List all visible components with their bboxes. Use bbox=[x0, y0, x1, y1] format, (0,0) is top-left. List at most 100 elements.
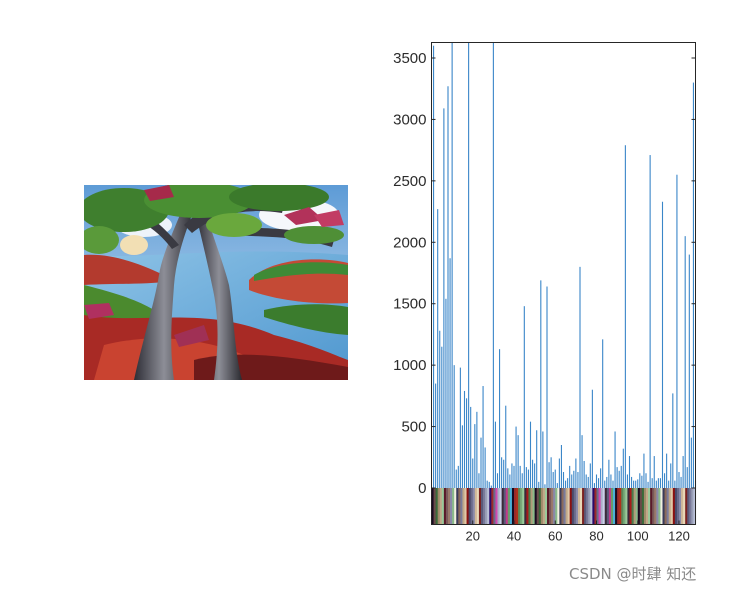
histogram-bar bbox=[509, 474, 511, 488]
source-image bbox=[84, 185, 348, 380]
colormap-cell bbox=[466, 488, 470, 525]
colormap-cell bbox=[553, 488, 556, 525]
colormap-cell bbox=[450, 488, 453, 525]
histogram-bar bbox=[676, 174, 678, 488]
colormap-cell bbox=[681, 488, 684, 525]
histogram-bar bbox=[633, 480, 635, 488]
histogram-bar bbox=[631, 476, 633, 488]
colormap-cell bbox=[604, 488, 608, 525]
colormap-cell bbox=[637, 488, 641, 525]
x-axis-ticks: 20 40 60 80 100 120 bbox=[466, 520, 690, 544]
colormap-cell bbox=[580, 488, 583, 525]
colormap-cell bbox=[555, 488, 558, 525]
colormap-cell bbox=[629, 488, 633, 525]
axes-box bbox=[431, 42, 696, 525]
colormap-cell bbox=[689, 488, 692, 525]
histogram-bar bbox=[536, 430, 538, 488]
colormap-cell bbox=[445, 488, 449, 525]
histogram-bar bbox=[445, 298, 447, 488]
histogram-bar bbox=[556, 483, 558, 488]
histogram-bar bbox=[587, 476, 589, 488]
colormap-cell bbox=[530, 488, 534, 525]
x-tick-label: 80 bbox=[589, 529, 603, 544]
histogram-bar bbox=[515, 426, 517, 488]
colormap-cell bbox=[538, 488, 542, 525]
colormap-cell bbox=[439, 488, 443, 525]
colormap-cell bbox=[600, 488, 604, 525]
colormap-cell bbox=[433, 488, 437, 525]
colormap-cell bbox=[586, 488, 589, 525]
histogram-bar bbox=[503, 459, 505, 488]
colormap-cell bbox=[588, 488, 591, 525]
colormap-cell bbox=[452, 488, 455, 525]
colormap-cell bbox=[635, 488, 639, 525]
histogram-bar bbox=[589, 463, 591, 488]
histogram-bar bbox=[614, 431, 616, 488]
histogram-bar bbox=[542, 431, 544, 488]
colormap-cell bbox=[650, 488, 653, 525]
colormap-cell bbox=[443, 488, 447, 525]
histogram-bar bbox=[569, 465, 571, 488]
colormap-cell bbox=[454, 488, 457, 525]
colormap-cell bbox=[462, 488, 466, 525]
y-axis-ticks: 0 500 1000 1500 2000 2500 3000 3500 bbox=[393, 50, 696, 497]
colormap-cell bbox=[507, 488, 511, 525]
y-tick-label: 0 bbox=[418, 480, 426, 497]
histogram-bar bbox=[583, 460, 585, 488]
colormap-cell bbox=[518, 488, 521, 525]
y-tick-label: 3000 bbox=[393, 111, 426, 128]
colormap-cell bbox=[621, 488, 624, 525]
histogram-bar bbox=[575, 458, 577, 488]
histogram-bar bbox=[573, 470, 575, 488]
histogram-bar bbox=[513, 465, 515, 488]
colormap-cell bbox=[495, 488, 499, 525]
colormap-cell bbox=[542, 488, 546, 525]
colormap-cell bbox=[613, 488, 616, 525]
colormap-cell bbox=[536, 488, 540, 525]
colormap-cell bbox=[460, 488, 464, 525]
colormap-cell bbox=[448, 488, 451, 525]
histogram-bar bbox=[453, 365, 455, 488]
histogram-bar bbox=[618, 470, 620, 488]
histogram-bar bbox=[659, 478, 661, 488]
histogram-bar bbox=[600, 468, 602, 488]
colormap-cell bbox=[481, 488, 484, 525]
colormap-cell bbox=[551, 488, 554, 525]
colormap-cell bbox=[641, 488, 645, 525]
colormap-cell bbox=[610, 488, 614, 525]
histogram-bar bbox=[550, 457, 552, 488]
histogram-bar bbox=[532, 459, 534, 488]
histogram-bar bbox=[678, 472, 680, 488]
colormap-cell bbox=[441, 488, 445, 525]
colormap-cell bbox=[478, 488, 482, 525]
watermark: CSDN @时肆 知还 bbox=[569, 565, 697, 583]
histogram-bar bbox=[616, 467, 618, 488]
histogram-bar bbox=[517, 435, 519, 488]
histogram-bar bbox=[626, 474, 628, 488]
histogram-bar bbox=[484, 447, 486, 488]
colormap-cell bbox=[474, 488, 478, 525]
colormap-cell bbox=[549, 488, 552, 525]
colormap-cell bbox=[683, 488, 686, 525]
colormap-cell bbox=[565, 488, 569, 525]
histogram-bar bbox=[688, 254, 690, 488]
colormap-cell bbox=[499, 488, 503, 525]
colormap-cell bbox=[577, 488, 581, 525]
colormap-cell bbox=[668, 488, 672, 525]
histogram-bar bbox=[602, 339, 604, 488]
colormap-cell bbox=[623, 488, 626, 525]
colormap-cell bbox=[672, 488, 676, 525]
colormap-cell bbox=[615, 488, 618, 525]
y-tick-label: 2000 bbox=[393, 234, 426, 251]
histogram-bar bbox=[527, 469, 529, 488]
histogram-bar bbox=[463, 390, 466, 488]
histogram-bar bbox=[525, 467, 527, 488]
colormap-cell bbox=[485, 488, 488, 525]
histogram-bar bbox=[612, 480, 614, 488]
x-tick-label: 120 bbox=[668, 529, 690, 544]
colormap-cell bbox=[633, 488, 637, 525]
histogram-bar bbox=[523, 306, 525, 488]
histogram-bar bbox=[480, 437, 482, 488]
histogram-bar bbox=[447, 86, 449, 488]
histogram-bar bbox=[624, 145, 626, 488]
